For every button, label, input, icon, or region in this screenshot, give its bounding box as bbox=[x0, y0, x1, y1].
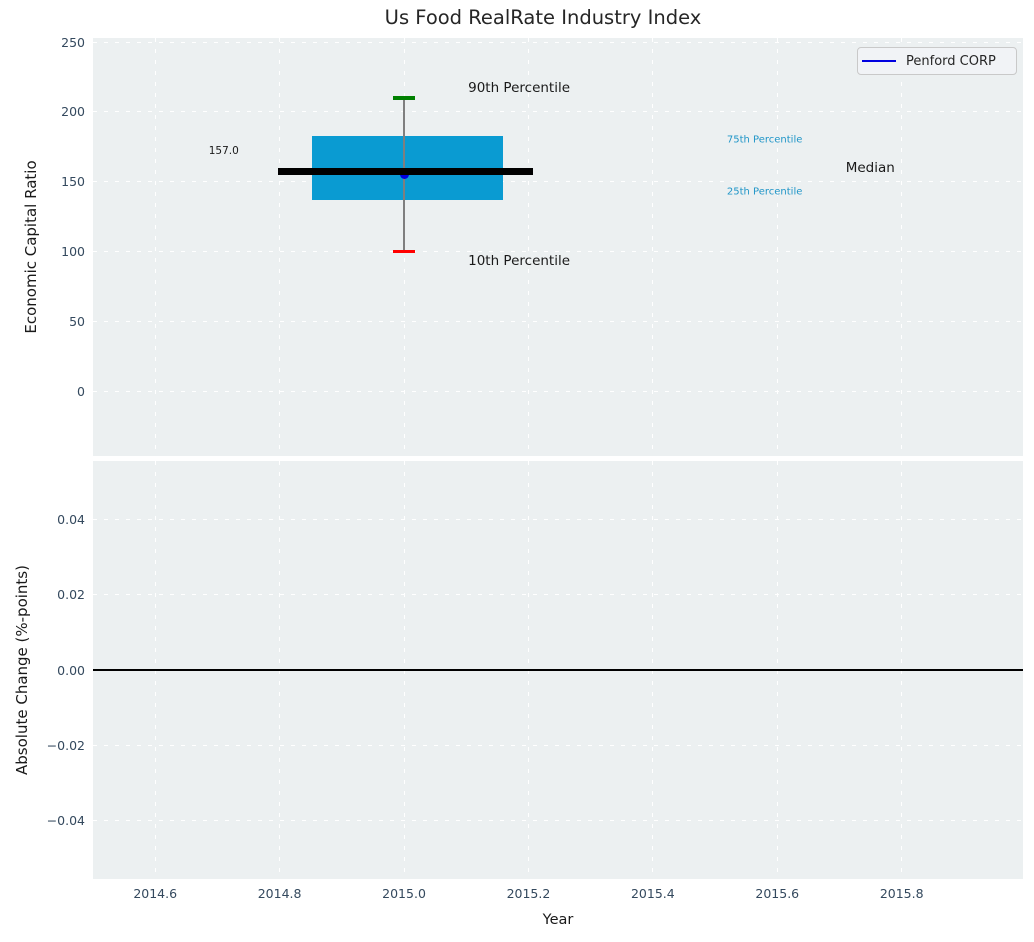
chart-title: Us Food RealRate Industry Index bbox=[384, 6, 702, 29]
gridline-horizontal bbox=[93, 251, 1023, 253]
x-tick-label: 2015.0 bbox=[382, 886, 426, 901]
y-tick-label: −0.02 bbox=[46, 737, 85, 753]
gridline-horizontal bbox=[93, 181, 1023, 183]
gridline-horizontal bbox=[93, 111, 1023, 113]
x-tick-label: 2015.8 bbox=[879, 886, 924, 901]
x-tick-label: 2014.6 bbox=[133, 886, 178, 901]
gridline-vertical bbox=[901, 38, 903, 456]
y-tick-label: 200 bbox=[61, 104, 85, 120]
annotation-90th-percentile: 90th Percentile bbox=[468, 80, 571, 97]
whisker-cap-90th-percentile bbox=[393, 96, 415, 100]
x-tick-label: 2015.4 bbox=[630, 886, 675, 901]
y-tick-label: 150 bbox=[61, 174, 85, 190]
gridline-horizontal bbox=[93, 518, 1023, 520]
x-tick-label: 2015.6 bbox=[755, 886, 800, 901]
legend: Penford CORP bbox=[857, 47, 1017, 75]
gridline-horizontal bbox=[93, 744, 1023, 746]
bottom-axes-absolute-change bbox=[93, 461, 1023, 879]
y-tick-label: 100 bbox=[61, 244, 85, 260]
x-tick-label: 2014.8 bbox=[257, 886, 302, 901]
y-tick-label: 250 bbox=[61, 34, 85, 50]
annotation-25th-percentile: 25th Percentile bbox=[726, 186, 803, 198]
gridline-horizontal bbox=[93, 320, 1023, 322]
y-tick-label: −0.04 bbox=[46, 813, 85, 829]
y-tick-label: 0.02 bbox=[57, 587, 85, 603]
gridline-vertical bbox=[154, 38, 156, 456]
annotation-median: Median bbox=[845, 159, 895, 176]
gridline-horizontal bbox=[93, 41, 1023, 43]
legend-line-swatch bbox=[862, 60, 896, 62]
y-tick-label: 0.04 bbox=[57, 511, 85, 527]
gridline-vertical bbox=[652, 38, 654, 456]
gridline-vertical bbox=[776, 38, 778, 456]
annotation-157-0: 157.0 bbox=[208, 145, 239, 158]
x-tick-label: 2015.2 bbox=[506, 886, 551, 901]
gridline-horizontal bbox=[93, 390, 1023, 392]
top-axes-economic-capital-ratio: 90th Percentile 10th Percentile 75th Perce… bbox=[93, 38, 1023, 456]
whisker-cap-10th-percentile bbox=[393, 249, 415, 254]
box-interquartile-range bbox=[311, 135, 503, 200]
y-tick-label: 50 bbox=[69, 313, 85, 329]
gridline-vertical bbox=[527, 38, 529, 456]
y-tick-label: 0.00 bbox=[57, 662, 85, 678]
gridline-horizontal bbox=[93, 594, 1023, 596]
x-axis-label-year: Year bbox=[542, 912, 574, 928]
legend-label: Penford CORP bbox=[906, 53, 996, 69]
zero-reference-line bbox=[93, 669, 1023, 671]
gridline-vertical bbox=[279, 38, 281, 456]
annotation-10th-percentile: 10th Percentile bbox=[468, 253, 571, 270]
y-tick-label: 0 bbox=[77, 383, 85, 399]
annotation-75th-percentile: 75th Percentile bbox=[726, 134, 803, 146]
gridline-horizontal bbox=[93, 820, 1023, 822]
median-line bbox=[277, 168, 533, 176]
